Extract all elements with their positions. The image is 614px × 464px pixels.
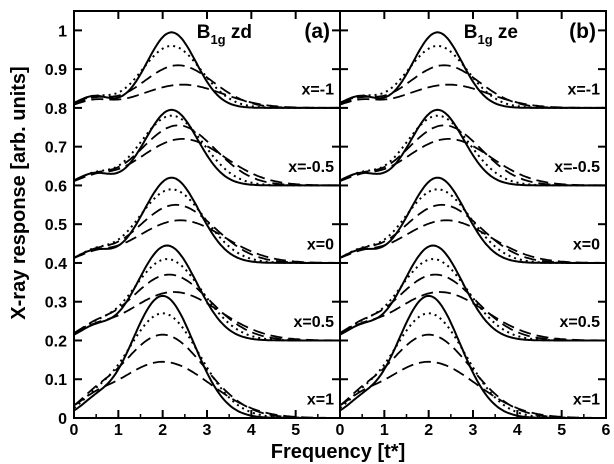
y-tick-label: 0.9	[45, 62, 67, 79]
curve-x=-0.5-dashed-4	[73, 137, 340, 187]
offset-label: x=0.5	[560, 314, 601, 331]
panel-symmetry-label: B1g ze	[464, 22, 518, 47]
x-tick-label: 3	[469, 422, 478, 439]
x-tick-label: 5	[291, 422, 300, 439]
x-tick-label: 0	[336, 422, 345, 439]
y-axis-title: X-ray response [arb. units]	[8, 66, 30, 319]
panel-label: (b)	[569, 20, 596, 43]
panel-label: (a)	[304, 20, 330, 43]
offset-label: x=-0.5	[554, 159, 600, 176]
x-tick-label: 3	[203, 422, 212, 439]
offset-label: x=-1	[302, 81, 335, 98]
x-tick-label: 1	[380, 422, 389, 439]
curve-x=0.5-dashed-4	[339, 291, 606, 342]
panel-a: x=-1 x=-0.5 x=0 x=0.5 x=1 0 1 2 3 4 5 B1g zd (a)	[70, 10, 341, 439]
offset-label: x=0	[307, 236, 334, 253]
y-tick-label: 0.2	[45, 333, 67, 350]
offset-label: x=-1	[568, 81, 601, 98]
x-axis-title: Frequency [t*]	[271, 441, 405, 463]
y-tick-label: 0.3	[45, 295, 67, 312]
curve-x=-1-dashed-3	[339, 64, 606, 109]
curve-x=-1-dashed-4	[73, 83, 340, 109]
curve-x=-0.5-dashed-4	[339, 137, 606, 187]
x-tick-label: 1	[114, 422, 123, 439]
y-tick-label: 0	[58, 411, 67, 428]
x-tick-label: 0	[70, 422, 79, 439]
panel-symmetry-label: B1g zd	[197, 22, 252, 47]
x-tick-label: 2	[424, 422, 433, 439]
x-tick-label: 4	[513, 422, 522, 439]
y-tick-label: 0.5	[45, 217, 67, 234]
curve-x=0-dashed-3	[73, 203, 340, 264]
y-tick-label: 0.7	[45, 140, 67, 157]
curve-x=-1-dashed-4	[339, 83, 606, 109]
offset-label: x=1	[573, 391, 600, 408]
curve-x=-1-dashed-3	[73, 64, 340, 109]
curve-x=0-dashed-4	[339, 219, 606, 264]
y-tick-label: 0.8	[45, 101, 67, 118]
offset-label: x=0	[573, 236, 600, 253]
y-tick-label: 0.4	[45, 256, 67, 273]
panel-frame	[339, 10, 607, 419]
y-tick-label: 0.6	[45, 178, 67, 195]
curve-x=1-dashed-4	[339, 360, 606, 419]
panel-b: x=-1 x=-0.5 x=0 x=0.5 x=1 0 1 2 3 4 5 6 B1g ze (b)	[336, 10, 611, 439]
curve-x=0-dashed-4	[73, 219, 340, 264]
y-tick-label: 0.1	[45, 372, 67, 389]
y-tick-labels: 0 0.1 0.2 0.3 0.4 0.5 0.6 0.7 0.8 0.9 1	[45, 23, 67, 428]
x-tick-label: 4	[247, 422, 256, 439]
curve-x=0.5-dashed-4	[73, 291, 340, 342]
offset-label: x=1	[307, 391, 334, 408]
curve-x=1-dashed-4	[73, 360, 340, 419]
y-tick-label: 1	[58, 23, 67, 40]
x-tick-label: 5	[557, 422, 566, 439]
x-tick-label: 2	[158, 422, 167, 439]
x-tick-label: 6	[602, 422, 611, 439]
curve-x=0-dashed-3	[339, 203, 606, 264]
offset-label: x=-0.5	[288, 159, 334, 176]
offset-label: x=0.5	[294, 314, 335, 331]
panel-frame	[73, 10, 341, 419]
